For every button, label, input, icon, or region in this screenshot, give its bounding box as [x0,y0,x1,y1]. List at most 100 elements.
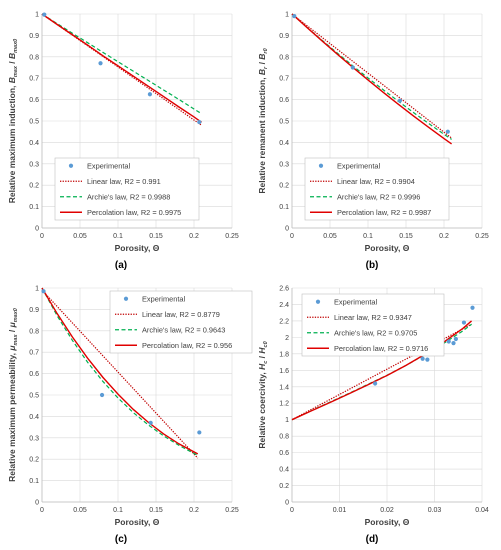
x-tick-label: 0.1 [113,507,123,514]
x-tick-label: 0.25 [475,233,489,240]
experimental-point [197,119,202,125]
panel-label: (b) [366,260,379,271]
y-tick-label: 0.9 [29,307,39,314]
percolation-law-line [291,320,473,421]
experimental-point [292,14,297,19]
x-tick-label: 0 [290,233,294,240]
y-tick-label: 2.2 [279,318,289,325]
x-axis-label: Porosity, Θ [115,243,160,253]
x-tick-label: 0.15 [149,507,163,514]
legend-marker-experimental [315,299,321,304]
y-tick-label: 0.2 [279,483,289,490]
panel-label: (a) [115,260,127,271]
y-tick-label: 0.7 [29,350,39,357]
y-tick-label: 0.5 [29,119,39,126]
experimental-point [470,305,475,310]
y-tick-label: 1.8 [279,351,289,358]
y-tick-label: 0.7 [29,76,39,83]
legend-box [54,157,200,221]
experimental-point [99,392,105,398]
y-axis-label: Relative coercivity, Hc / Hc0 [257,341,269,448]
experimental-point [350,65,355,70]
legend-marker-experimental [123,296,129,301]
x-tick-label: 0.15 [399,233,413,240]
x-tick-label: 0 [40,233,44,240]
legend-entry: Percolation law, R2 = 0.9716 [334,344,428,353]
x-tick-label: 0.2 [189,507,199,514]
y-tick-label: 0.1 [29,204,39,211]
linear-law-line [41,289,199,459]
y-tick-label: 1.2 [279,401,289,408]
chart-panel-4: 0 0.01 0.02 0.03 0.04 0 0.2 0.4 0.6 0.8 1 1.2 1.4 1.6… [257,286,489,528]
y-axis-label: Relative remanent induction, Br / Br0 [257,48,269,193]
x-axis-label: Porosity, Θ [365,517,410,527]
x-tick-label: 0.03 [428,507,442,514]
experimental-point [42,12,47,17]
chart-panel-2: 0 0.05 0.1 0.15 0.2 0.25 0 0.1 0.2 0.3 0.4 0.5 0.6 0.… [257,12,489,254]
legend: Experimental Linear law, R2 = 0.9347 Archi… [301,293,445,357]
x-tick-label: 0.05 [73,233,87,240]
archie-law-line [41,287,199,456]
legend-entry: Archie's law, R2 = 0.9705 [334,328,417,337]
legend-entry: Experimental [334,297,377,306]
chart-panel-3: 0 0.05 0.1 0.15 0.2 0.25 0 0.1 0.2 0.3 0.4 0.5 0.6 0.… [7,286,253,527]
legend-entry: Experimental [142,294,185,303]
y-tick-label: 0.2 [29,457,39,464]
legend-entry: Percolation law, R2 = 0.9987 [337,208,431,217]
experimental-point [461,320,467,325]
percolation-law-line [41,287,199,455]
x-tick-label: 0.02 [380,507,394,514]
legend-box [304,157,450,221]
y-tick-label: 2 [285,335,289,342]
x-tick-label: 0.15 [149,233,163,240]
y-tick-label: 1.4 [279,384,289,391]
y-tick-label: 0.5 [29,393,39,400]
x-tick-label: 0 [40,507,44,514]
y-tick-label: 0.9 [29,33,39,40]
x-tick-label: 0.05 [323,233,337,240]
y-axis-label: Relative maximum permeability, μmax / μm… [7,308,19,482]
y-tick-label: 0.2 [279,183,289,190]
y-tick-label: 0 [35,500,39,507]
x-tick-label: 0.04 [475,507,489,514]
y-tick-label: 0.5 [279,119,289,126]
chart-panel-1: 0 0.05 0.1 0.15 0.2 0.25 0 0.1 0.2 0.3 0.4 0.5 0.6 0.… [7,12,239,254]
y-tick-label: 0.4 [29,414,39,421]
legend-entry: Archie's law, R2 = 0.9988 [87,192,170,201]
y-tick-label: 0.4 [279,140,289,147]
y-tick-label: 0.6 [29,371,39,378]
experimental-point [147,92,153,97]
legend-box [301,293,445,357]
y-tick-label: 0.4 [279,467,289,474]
y-tick-label: 0.8 [279,54,289,61]
linear-law-line [291,13,452,139]
experimental-point [425,357,430,362]
archie-law-line [291,13,452,140]
y-tick-label: 1 [285,417,289,424]
experimental-point [41,289,46,294]
y-tick-label: 1 [35,12,39,19]
x-tick-label: 0.01 [333,507,347,514]
y-tick-label: 1 [35,286,39,293]
legend-entry: Experimental [87,161,130,170]
x-tick-label: 0.1 [113,233,123,240]
x-tick-label: 0 [290,507,294,514]
legend-entry: Linear law, R2 = 0.9347 [334,313,412,322]
y-tick-label: 0.7 [279,76,289,83]
legend-entry: Linear law, R2 = 0.8779 [142,310,220,319]
legend-entry: Linear law, R2 = 0.991 [87,177,161,186]
y-tick-label: 0.1 [279,204,289,211]
y-tick-label: 1 [285,12,289,19]
experimental-point [453,336,458,342]
x-tick-label: 0.05 [73,507,87,514]
experimental-point [148,420,153,425]
y-tick-label: 1.6 [279,368,289,375]
legend: Experimental Linear law, R2 = 0.991 Archie… [54,157,200,221]
archie-law-line [41,13,202,115]
x-tick-label: 0.25 [225,507,239,514]
y-tick-label: 0 [285,500,289,507]
legend-box [109,290,253,354]
y-tick-label: 0 [35,226,39,233]
legend-entry: Percolation law, R2 = 0.956 [142,341,232,350]
